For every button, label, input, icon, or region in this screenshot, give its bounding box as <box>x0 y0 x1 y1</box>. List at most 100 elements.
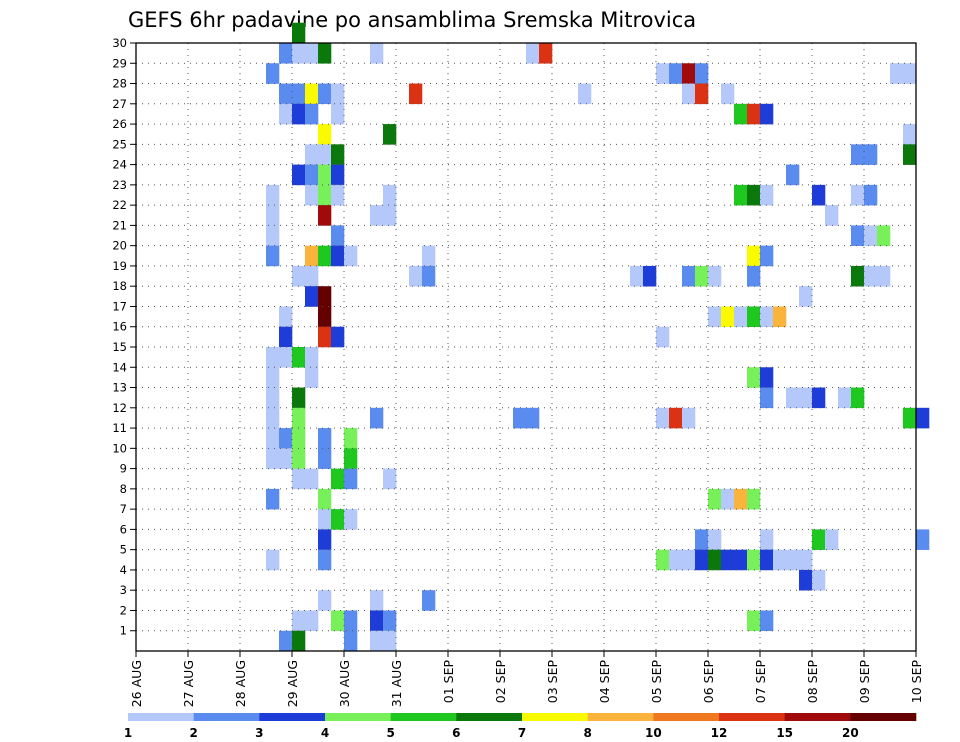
colorbar-tick-label: 5 <box>386 726 394 740</box>
heatmap-cell <box>279 326 293 348</box>
colorbar-tick-label: 20 <box>842 726 859 740</box>
heatmap-cell <box>656 326 670 348</box>
x-tick-label: 05 SEP <box>649 660 664 704</box>
heatmap-cell <box>721 306 735 328</box>
heatmap-cell <box>305 184 319 206</box>
y-tick-label: 3 <box>120 583 127 597</box>
heatmap-cell <box>279 83 293 105</box>
heatmap-cell <box>344 509 358 530</box>
chart-title: GEFS 6hr padavine po ansamblima Sremska … <box>128 8 696 32</box>
colorbar-swatch <box>456 713 523 721</box>
heatmap-cell <box>760 306 774 328</box>
heatmap-cell <box>669 407 683 429</box>
heatmap-cell <box>318 509 332 530</box>
colorbar-tick-label: 2 <box>189 726 197 740</box>
heatmap-cell <box>292 22 306 44</box>
heatmap-cell <box>318 184 332 206</box>
heatmap-cell <box>864 225 878 246</box>
heatmap-cell <box>331 326 345 348</box>
heatmap-cell <box>266 205 280 226</box>
heatmap-cell <box>318 529 332 550</box>
heatmap-cell <box>279 630 293 652</box>
colorbar-tick-label: 7 <box>518 726 526 740</box>
x-tick-label: 31 AUG <box>389 660 404 707</box>
heatmap-cell <box>851 387 865 409</box>
heatmap-cell <box>838 387 852 409</box>
colorbar-swatch <box>587 713 654 721</box>
heatmap-cell <box>279 428 293 449</box>
y-tick-label: 12 <box>112 401 127 415</box>
heatmap-cell <box>864 184 878 206</box>
heatmap-cell <box>383 610 397 632</box>
heatmap-cell <box>513 407 527 429</box>
heatmap-cell <box>695 63 709 84</box>
y-tick-label: 19 <box>112 259 127 273</box>
heatmap-cell <box>344 630 358 652</box>
heatmap-cell <box>318 164 332 186</box>
heatmap-cell <box>331 164 345 186</box>
heatmap-cell <box>370 630 384 652</box>
heatmap-cell <box>305 265 319 287</box>
heatmap-cell <box>760 103 774 125</box>
heatmap-cell <box>292 468 306 490</box>
heatmap-cell <box>331 468 345 490</box>
heatmap-cell <box>318 326 332 348</box>
y-tick-label: 10 <box>112 441 127 455</box>
heatmap-cell <box>331 103 345 125</box>
y-tick-label: 15 <box>112 340 127 354</box>
heatmap-cell <box>630 265 644 287</box>
y-axis: 1234567891011121314151617181920212223242… <box>112 36 136 638</box>
heatmap-cell <box>305 286 319 307</box>
x-tick-label: 03 SEP <box>545 660 560 704</box>
y-tick-label: 28 <box>112 77 127 91</box>
heatmap-cell <box>695 549 709 571</box>
heatmap-cell <box>318 286 332 307</box>
x-tick-label: 26 AUG <box>129 660 144 707</box>
heatmap-cell <box>266 63 280 84</box>
heatmap-cell <box>812 529 826 550</box>
y-tick-label: 8 <box>120 482 127 496</box>
grid-lines <box>136 43 916 651</box>
heatmap-cells <box>266 22 930 652</box>
colorbar-tick-label: 10 <box>645 726 662 740</box>
heatmap-cell <box>305 347 319 368</box>
heatmap-cell <box>773 549 787 571</box>
heatmap-cell <box>851 225 865 246</box>
heatmap-cell <box>669 63 683 84</box>
heatmap-cell <box>279 43 293 64</box>
heatmap-cell <box>643 265 657 287</box>
heatmap-cell <box>318 448 332 469</box>
heatmap-cell <box>695 529 709 550</box>
heatmap-cell <box>383 468 397 490</box>
heatmap-cell <box>903 63 917 84</box>
colorbar-swatch <box>850 713 917 721</box>
heatmap-cell <box>331 184 345 206</box>
heatmap-cell <box>422 265 436 287</box>
heatmap-cell <box>864 144 878 165</box>
heatmap-cell <box>734 488 748 510</box>
y-tick-label: 29 <box>112 56 127 70</box>
heatmap-cell <box>318 488 332 510</box>
y-tick-label: 23 <box>112 178 127 192</box>
y-tick-label: 27 <box>112 97 127 111</box>
heatmap-cell <box>292 428 306 449</box>
heatmap-cell <box>903 124 917 145</box>
heatmap-cell <box>747 184 761 206</box>
heatmap-cell <box>409 83 423 105</box>
heatmap-cell <box>305 43 319 64</box>
colorbar-swatch <box>653 713 720 721</box>
heatmap-cell <box>916 529 930 550</box>
heatmap-cell <box>279 347 293 368</box>
heatmap-cell <box>266 448 280 469</box>
y-tick-label: 17 <box>112 299 127 313</box>
heatmap-cell <box>279 306 293 328</box>
y-tick-label: 30 <box>112 36 127 50</box>
heatmap-cell <box>760 367 774 388</box>
heatmap-cell <box>760 610 774 632</box>
colorbar-swatch <box>390 713 457 721</box>
y-tick-label: 26 <box>112 117 127 131</box>
heatmap-cell <box>812 569 826 591</box>
heatmap-cell <box>318 144 332 165</box>
heatmap-cell <box>266 225 280 246</box>
heatmap-cell <box>344 428 358 449</box>
